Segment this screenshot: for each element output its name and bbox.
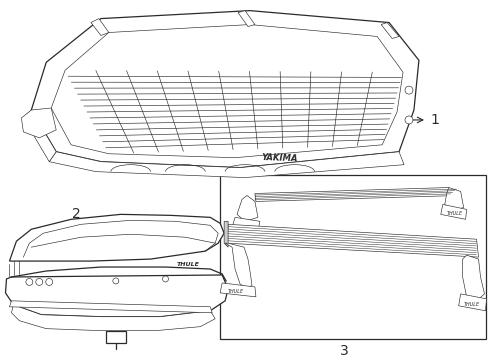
Circle shape xyxy=(405,116,413,124)
Text: 1: 1 xyxy=(431,113,440,127)
Polygon shape xyxy=(9,214,224,261)
Circle shape xyxy=(405,86,413,94)
Text: THULE: THULE xyxy=(464,302,480,307)
Polygon shape xyxy=(255,188,459,202)
Polygon shape xyxy=(22,108,56,138)
Circle shape xyxy=(26,279,33,285)
Bar xyxy=(220,175,487,339)
Polygon shape xyxy=(51,24,403,158)
Polygon shape xyxy=(232,217,260,231)
Text: THULE: THULE xyxy=(177,262,200,267)
Polygon shape xyxy=(49,152,404,177)
Polygon shape xyxy=(9,301,212,313)
Polygon shape xyxy=(227,224,479,257)
Polygon shape xyxy=(220,283,256,297)
Circle shape xyxy=(36,279,43,285)
Polygon shape xyxy=(238,11,255,27)
Polygon shape xyxy=(459,294,487,311)
Circle shape xyxy=(163,276,169,282)
Polygon shape xyxy=(91,19,109,36)
Text: YAKIMA: YAKIMA xyxy=(262,153,298,163)
Polygon shape xyxy=(11,305,215,330)
Text: THULE: THULE xyxy=(228,289,244,294)
Polygon shape xyxy=(224,221,228,247)
Polygon shape xyxy=(31,11,419,168)
Text: THULE: THULE xyxy=(447,211,463,216)
Polygon shape xyxy=(237,195,258,221)
Text: 3: 3 xyxy=(340,343,349,357)
Polygon shape xyxy=(441,204,466,219)
Polygon shape xyxy=(5,275,228,317)
Text: 2: 2 xyxy=(72,207,80,221)
Polygon shape xyxy=(463,255,485,301)
Polygon shape xyxy=(24,110,56,162)
Polygon shape xyxy=(106,330,126,343)
Polygon shape xyxy=(381,23,399,39)
Polygon shape xyxy=(445,188,464,211)
Circle shape xyxy=(46,279,53,285)
Circle shape xyxy=(113,278,119,284)
Polygon shape xyxy=(225,243,252,289)
